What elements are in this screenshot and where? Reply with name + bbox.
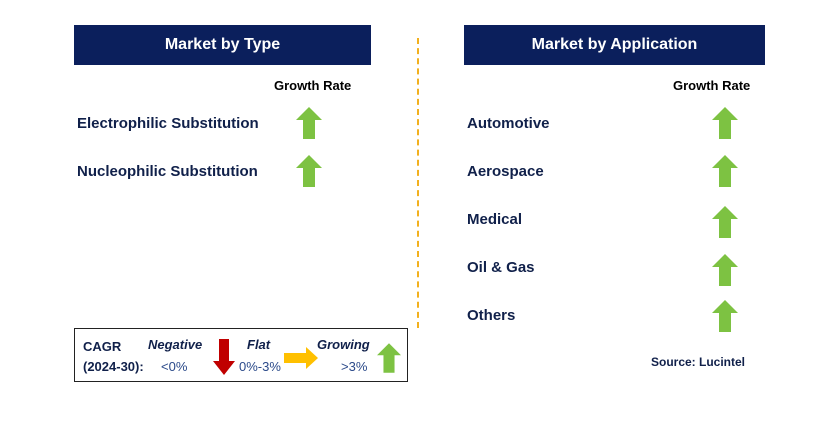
application-row-label-medical: Medical (467, 211, 523, 228)
panel-divider (417, 38, 419, 328)
cagr-label: CAGR (2024-30): (83, 337, 144, 377)
arrow-up-icon (712, 206, 738, 238)
legend-flat-range: 0%-3% (239, 359, 281, 374)
arrow-down-icon (213, 339, 235, 375)
type-panel-title: Market by Type (74, 25, 371, 65)
cagr-label-line2: (2024-30): (83, 359, 144, 374)
application-growth-rate-header: Growth Rate (673, 78, 751, 93)
cagr-legend: CAGR (2024-30): Negative <0% Flat 0%-3% … (74, 328, 408, 382)
arrow-right-icon (284, 347, 318, 369)
application-panel-title: Market by Application (464, 25, 765, 65)
arrow-up-icon (712, 155, 738, 187)
type-row-label-nucleophilic: Nucleophilic Substitution (77, 163, 258, 180)
arrow-up-icon (712, 254, 738, 286)
legend-negative-label: Negative (148, 337, 203, 352)
application-row-label-others: Others (467, 307, 516, 324)
arrow-up-icon (712, 107, 738, 139)
arrow-up-icon (377, 343, 401, 373)
application-row-label-oil-gas: Oil & Gas (467, 259, 535, 276)
legend-growing-range: >3% (341, 359, 368, 374)
application-row-label-automotive: Automotive (467, 115, 550, 132)
application-row-label-aerospace: Aerospace (467, 163, 544, 180)
arrow-up-icon (296, 107, 322, 139)
cagr-label-line1: CAGR (83, 339, 122, 354)
source-note: Source: Lucintel (651, 355, 746, 369)
legend-negative-range: <0% (161, 359, 188, 374)
arrow-up-icon (712, 300, 738, 332)
type-row-label-electrophilic: Electrophilic Substitution (77, 115, 259, 132)
legend-flat-label: Flat (247, 337, 271, 352)
arrow-up-icon (296, 155, 322, 187)
type-growth-rate-header: Growth Rate (274, 78, 352, 93)
legend-growing-label: Growing (317, 337, 370, 352)
